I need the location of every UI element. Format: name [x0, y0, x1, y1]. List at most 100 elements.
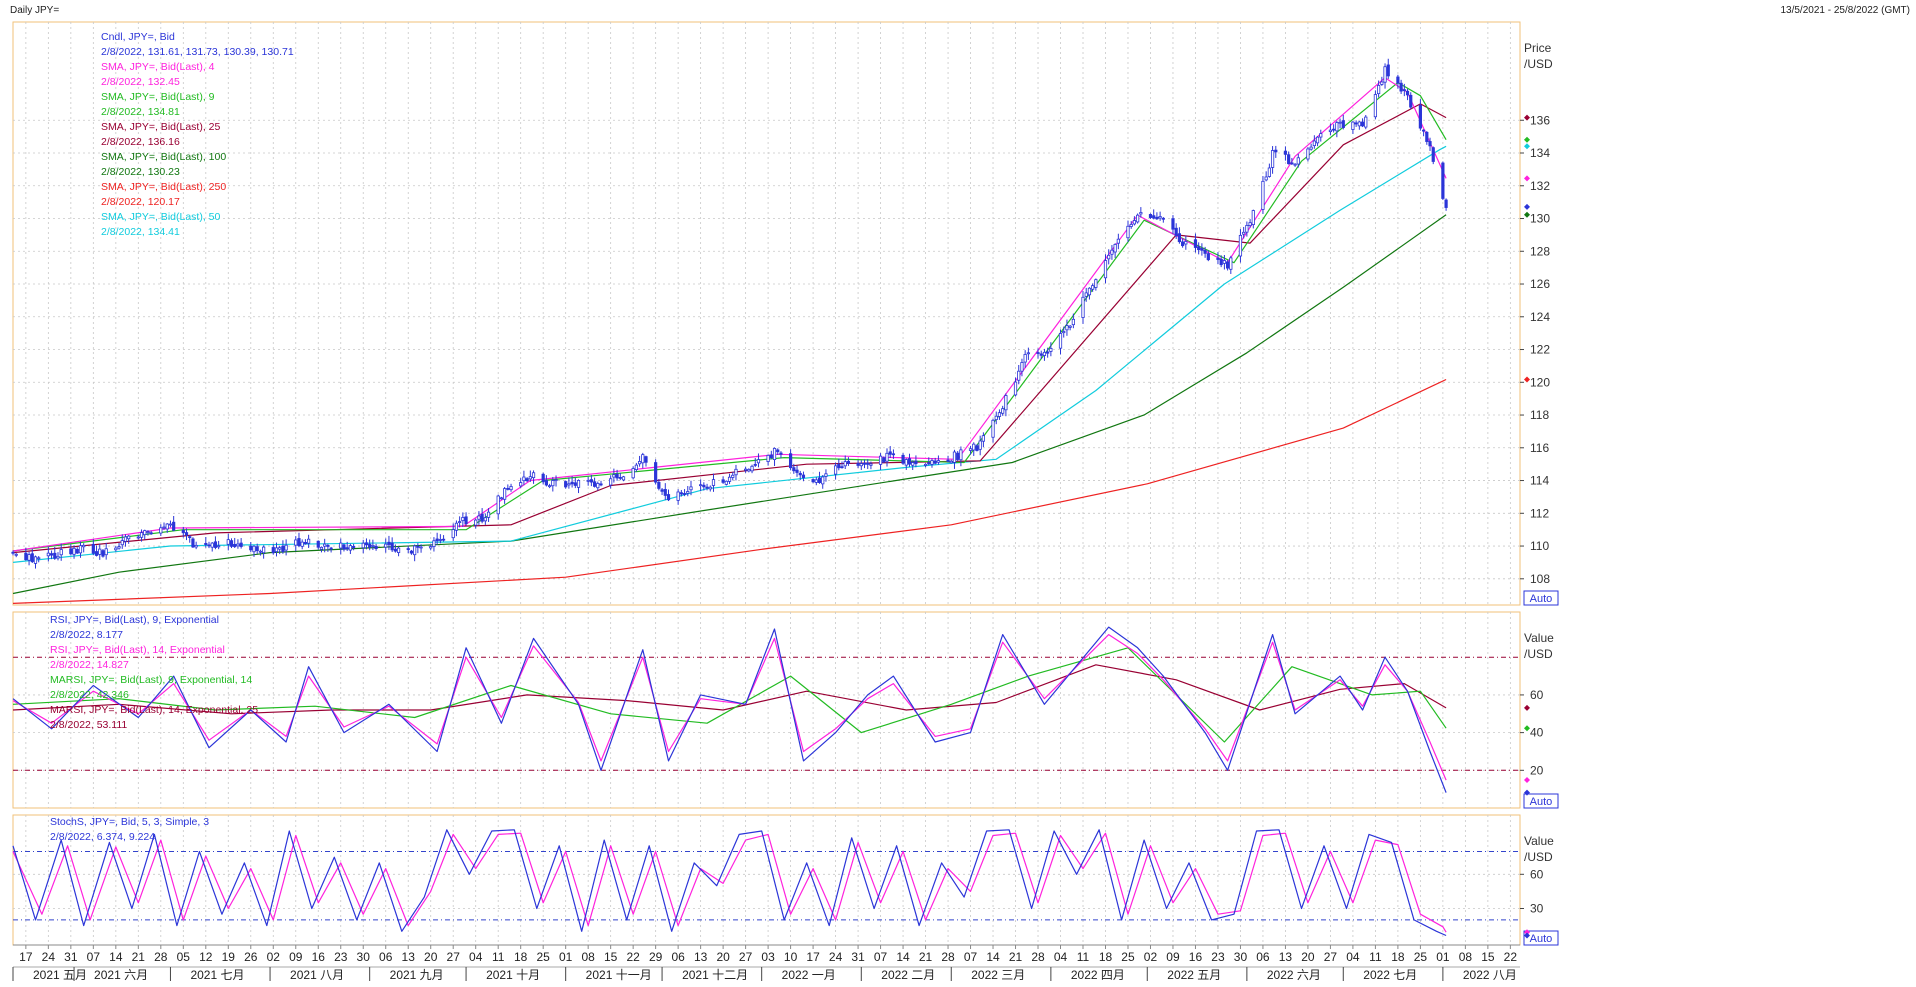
auto-button-label[interactable]: Auto — [1530, 593, 1553, 605]
candle-body — [1283, 150, 1288, 155]
legend-series-value: 2/8/2022, 6.374, 9.224 — [50, 831, 155, 843]
candle-body — [573, 482, 577, 486]
legend-block: RSI, JPY=, Bid(Last), 9, Exponential 2/8/… — [50, 614, 258, 731]
x-day-label: 27 — [1324, 950, 1338, 964]
legend-series-name: StochS, JPY=, Bid, 5, 3, Simple, 3 — [50, 816, 209, 828]
rsi-y-axis: 20 40 60 — [13, 688, 1544, 777]
auto-scale-button[interactable]: Auto — [1523, 930, 1559, 946]
candle-body — [33, 556, 38, 564]
candle-body — [316, 540, 320, 548]
candle-body — [120, 540, 124, 546]
auto-button-box[interactable] — [1523, 930, 1559, 946]
x-month-label: 2022 三月 — [971, 968, 1025, 982]
candle-body — [1174, 227, 1178, 236]
auto-scale-button[interactable]: Auto — [1523, 793, 1559, 809]
last-value-marker — [1524, 211, 1530, 218]
candle-body — [1139, 212, 1143, 215]
candle-body — [1081, 296, 1085, 318]
candle-body — [204, 543, 208, 545]
last-value-marker — [1524, 203, 1530, 210]
candle-body — [846, 460, 851, 464]
candle-body — [496, 495, 500, 515]
candle-body — [1184, 241, 1188, 245]
candle-body — [1203, 250, 1207, 254]
candle-body — [776, 449, 780, 453]
auto-button-label[interactable]: Auto — [1530, 933, 1553, 945]
candle-body — [621, 476, 626, 481]
candle-body — [165, 523, 169, 530]
candle-body — [1023, 354, 1027, 363]
candle-body — [1068, 325, 1072, 328]
candle-body — [117, 546, 121, 549]
y-tick-label: 128 — [1530, 244, 1550, 258]
legend-series-value: 2/8/2022, 120.17 — [101, 196, 180, 208]
candle-body — [644, 456, 648, 463]
x-month-label: 2021 十一月 — [586, 968, 652, 982]
legend-series-name: SMA, JPY=, Bid(Last), 250 — [101, 181, 226, 193]
candle-body — [56, 555, 60, 559]
stochastic-axis-unit: Value — [1524, 834, 1554, 848]
x-day-label: 23 — [1211, 950, 1225, 964]
candle-body — [30, 553, 34, 563]
candle-body — [233, 543, 237, 548]
price-y-axis: 108 110 112 114 116 118 120 122 124 126 128 130 132 1… — [13, 113, 1550, 586]
auto-button-box[interactable] — [1523, 590, 1559, 606]
auto-button-box[interactable] — [1523, 793, 1559, 809]
candle-body — [1296, 157, 1300, 165]
y-tick-label: 118 — [1530, 408, 1549, 422]
candle-body — [1161, 217, 1165, 220]
candle-body — [528, 476, 532, 480]
candle-body — [1418, 104, 1422, 129]
auto-scale-button[interactable]: Auto — [1523, 590, 1559, 606]
candle-body — [1319, 133, 1323, 138]
legend-series-name: SMA, JPY=, Bid(Last), 9 — [101, 91, 215, 103]
candle-body — [1396, 76, 1400, 84]
candle-body — [817, 477, 822, 484]
candle-body — [136, 536, 140, 539]
candle-body — [1197, 246, 1201, 251]
candle-body — [679, 492, 683, 495]
candle-body — [1113, 244, 1117, 253]
candle-body — [551, 480, 555, 487]
x-day-label: 14 — [109, 950, 123, 964]
candle-body — [37, 557, 41, 560]
candle-body — [821, 476, 825, 485]
candle-body — [413, 545, 417, 556]
y-tick-label: 112 — [1530, 506, 1549, 520]
candle-body — [281, 545, 285, 553]
y-tick-label: 122 — [1530, 343, 1550, 357]
candle-body — [159, 527, 163, 534]
x-day-label: 20 — [1301, 950, 1315, 964]
rsi14-line — [12, 633, 1447, 781]
candle-body — [981, 435, 985, 442]
candle-body — [506, 488, 510, 490]
price-axis-unit: Price — [1524, 41, 1552, 55]
x-day-label: 08 — [1459, 950, 1473, 964]
y-tick-label: 60 — [1530, 688, 1544, 702]
x-day-label: 05 — [177, 950, 191, 964]
candle-body — [1136, 214, 1140, 223]
x-day-label: 07 — [874, 950, 888, 964]
rsi9-line — [12, 626, 1447, 793]
x-day-label: 18 — [514, 950, 528, 964]
x-day-label: 17 — [19, 950, 33, 964]
chart-title: Daily JPY= — [10, 5, 59, 16]
candle-body — [98, 548, 102, 555]
candle-body — [840, 466, 844, 469]
x-day-label: 01 — [1436, 950, 1450, 964]
x-day-label: 12 — [199, 950, 213, 964]
last-value-marker — [1524, 376, 1530, 383]
candle-body — [612, 474, 616, 478]
candle-body — [188, 536, 192, 538]
candle-body — [866, 462, 870, 465]
candle-body — [843, 461, 847, 467]
candle-body — [294, 539, 298, 546]
candle-body — [956, 452, 960, 460]
auto-button-label[interactable]: Auto — [1530, 796, 1553, 808]
y-tick-label: 40 — [1530, 726, 1544, 740]
legend-block: Cndl, JPY=, Bid 2/8/2022, 131.61, 131.73,… — [101, 31, 294, 238]
candle-body — [911, 462, 915, 466]
candle-body — [994, 415, 998, 421]
candle-body — [297, 538, 301, 547]
candle-body — [952, 451, 957, 463]
